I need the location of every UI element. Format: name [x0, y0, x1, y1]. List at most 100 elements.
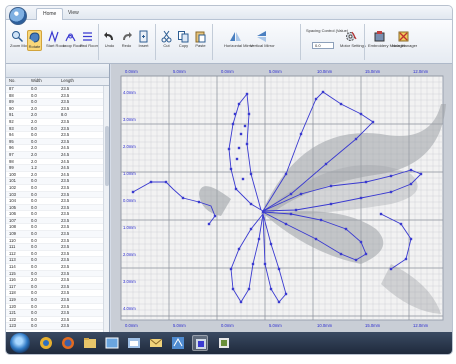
start-orb-icon[interactable]	[10, 333, 30, 353]
stitch-point	[284, 292, 288, 296]
tab-home[interactable]: Home	[36, 8, 64, 20]
scrollbar-thumb[interactable]	[105, 126, 109, 186]
insert-label: Insert	[138, 43, 149, 48]
stitch-point	[324, 162, 328, 166]
table-row[interactable]: 107 0.0 23.5	[6, 217, 109, 225]
redo-button[interactable]: Redo	[119, 30, 134, 49]
table-row[interactable]: 102 0.0 23.5	[6, 185, 109, 192]
table-row[interactable]: 120 0.0 23.5	[6, 304, 109, 311]
table-row[interactable]: 98 2.0 24.5	[6, 159, 109, 166]
cut-button[interactable]: Cut	[159, 30, 174, 49]
table-row[interactable]: 105 0.0 23.5	[6, 204, 109, 212]
table-row[interactable]: 97 2.0 24.5	[6, 151, 109, 159]
undo-button[interactable]: Undo	[102, 30, 117, 49]
stitch-point	[329, 202, 333, 206]
table-scrollbar[interactable]	[103, 86, 109, 332]
undo-icon	[104, 32, 113, 40]
table-row[interactable]: 92 2.0 23.5	[6, 119, 109, 126]
table-row[interactable]: 90 2.0 23.5	[6, 106, 109, 113]
design-canvas-area[interactable]: 0.0mm 5.0mm 0.0mm 5.0mm 10.0mm 15.0mm 12.0mm 0.…	[111, 64, 452, 332]
stitch-point	[269, 287, 273, 291]
app-icon[interactable]	[170, 335, 186, 351]
table-row[interactable]: 95 0.0 23.5	[6, 138, 109, 146]
window-icon[interactable]	[126, 335, 142, 351]
tab-view[interactable]: View	[68, 10, 79, 16]
vertical-mirror-button[interactable]: Vertical Mirror	[250, 30, 275, 49]
table-row[interactable]: 115 0.0 23.5	[6, 270, 109, 278]
table-row[interactable]: 123 0.0 23.5	[6, 323, 109, 330]
table-row[interactable]: 99 1.2 24.5	[6, 165, 109, 172]
table-row[interactable]: 118 0.0 23.5	[6, 290, 109, 297]
explorer-icon[interactable]	[104, 335, 120, 351]
horizontal-mirror-button[interactable]: Horizontal Mirror	[224, 30, 254, 49]
table-row[interactable]: 108 0.0 23.5	[6, 224, 109, 232]
spacing-value-select[interactable]: 0.0	[312, 42, 334, 49]
table-row[interactable]: 91 2.0 8.0	[6, 112, 109, 119]
zoom-move-button[interactable]: Zoom Move	[10, 30, 31, 49]
end-room-button[interactable]: End Room	[80, 30, 99, 49]
ie-icon[interactable]	[38, 335, 54, 351]
paste-button[interactable]: Paste	[193, 30, 208, 49]
stitch-point	[247, 112, 251, 116]
table-cell: 2.0	[31, 112, 37, 118]
ruler-left-label: 3.0mm	[123, 117, 136, 122]
stitch-point	[257, 237, 261, 241]
stitch-point	[234, 187, 238, 191]
stitch-point	[229, 167, 233, 171]
table-row[interactable]: 93 0.0 23.5	[6, 125, 109, 133]
mail-icon[interactable]	[148, 335, 164, 351]
rotate-button[interactable]: Rotate	[27, 30, 42, 51]
table-cell: 0.0	[31, 297, 37, 302]
table-row[interactable]: 119 0.0 23.5	[6, 297, 109, 304]
column-header-width[interactable]: Width	[31, 78, 42, 83]
column-header-no[interactable]: No.	[9, 78, 16, 83]
folder-icon[interactable]	[82, 335, 98, 351]
column-header-length[interactable]: Length	[61, 78, 74, 83]
stitch-point	[371, 120, 375, 124]
table-row[interactable]: 109 0.0 23.5	[6, 231, 109, 238]
table-row[interactable]: 100 2.0 24.5	[6, 172, 109, 179]
table-cell: 88	[9, 92, 14, 98]
table-row[interactable]: 110 0.0 23.5	[6, 238, 109, 245]
table-row[interactable]: 113 0.0 23.5	[6, 257, 109, 265]
loop-room-button[interactable]: Loop Room	[63, 30, 84, 49]
embroidery-manager-button[interactable]: Embroidery Manager	[368, 30, 405, 49]
app3-icon[interactable]	[216, 335, 232, 351]
table-row[interactable]: 94 0.0 23.5	[6, 132, 109, 139]
table-row[interactable]: 116 2.0 23.5	[6, 277, 109, 284]
table-row[interactable]: 88 0.0 23.5	[6, 93, 109, 100]
table-cell: 23.5	[61, 92, 70, 98]
table-cell: 0.0	[31, 204, 37, 210]
table-row[interactable]: 122 0.0 23.5	[6, 317, 109, 324]
rotate-label: Rotate	[28, 44, 41, 49]
table-row[interactable]: 96 2.0 24.5	[6, 145, 109, 152]
stitch-point	[269, 242, 273, 246]
copy-label: Copy	[178, 43, 189, 48]
hole-manager-button[interactable]: Hole Manager	[392, 30, 417, 49]
table-cell: 0.0	[31, 270, 37, 276]
table-row[interactable]: 117 0.0 23.5	[6, 283, 109, 291]
table-row[interactable]: 106 0.0 23.5	[6, 211, 109, 218]
table-row[interactable]: 121 0.0 23.5	[6, 310, 109, 317]
stitch-point	[359, 240, 363, 244]
table-row[interactable]: 87 0.0 23.5	[6, 86, 109, 93]
insert-button[interactable]: Insert	[136, 30, 151, 49]
copy-button[interactable]: Copy	[176, 30, 191, 49]
stitch-point	[314, 97, 318, 101]
design-canvas[interactable]: 0.0mm 5.0mm 0.0mm 5.0mm 10.0mm 15.0mm 12.0mm 0.…	[111, 64, 452, 332]
spacing-control-label: Spacing Control (Value)	[306, 28, 349, 33]
table-cell: 23.5	[61, 323, 70, 329]
table-row[interactable]: 112 0.0 23.5	[6, 251, 109, 258]
table-row[interactable]: 103 0.0 23.5	[6, 191, 109, 199]
table-row[interactable]: 111 0.0 23.5	[6, 244, 109, 251]
start-room-button[interactable]: Start Room	[46, 30, 66, 49]
app2-icon[interactable]	[192, 335, 208, 351]
table-row[interactable]: 104 0.0 23.5	[6, 198, 109, 205]
table-row[interactable]: 101 0.0 23.5	[6, 178, 109, 185]
motor-settings-button[interactable]: Motor Settings	[340, 30, 366, 49]
table-row[interactable]: 114 0.0 23.5	[6, 264, 109, 271]
table-row[interactable]: 89 0.0 23.5	[6, 99, 109, 106]
firefox-icon[interactable]	[60, 335, 76, 351]
ruler-bottom-label: 0.0mm	[221, 323, 234, 328]
application-menu-button[interactable]	[9, 7, 27, 25]
